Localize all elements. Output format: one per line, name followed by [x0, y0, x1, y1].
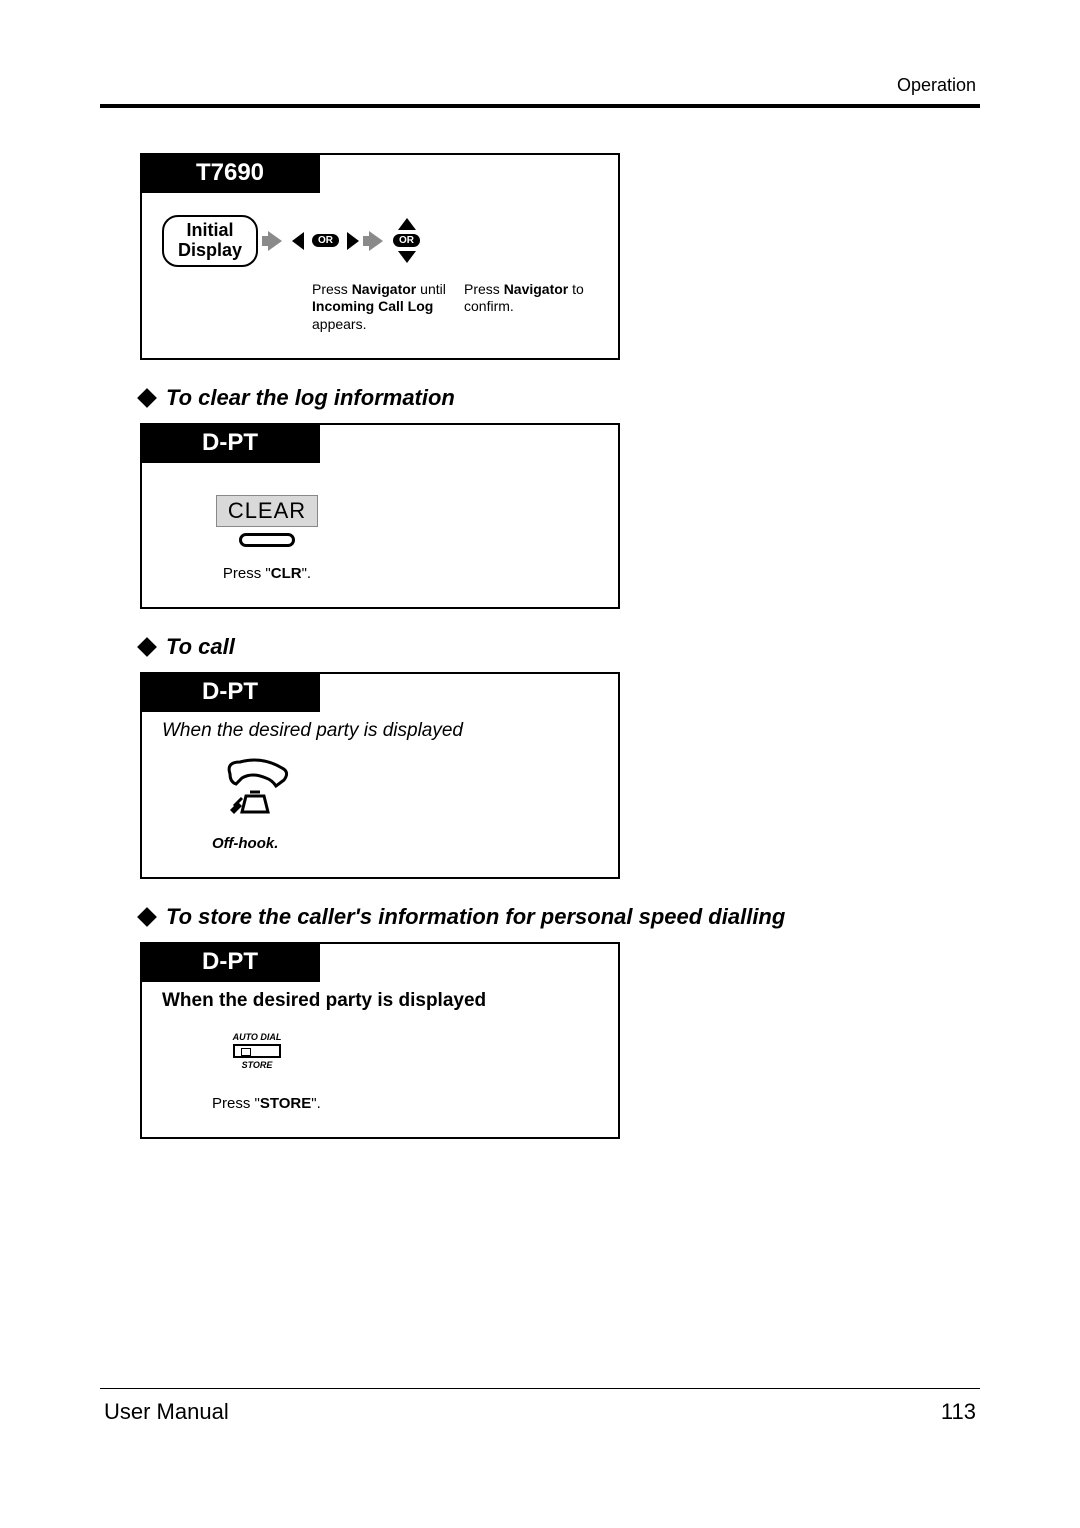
store-label: STORE — [217, 1060, 297, 1070]
nav-down-icon — [398, 251, 416, 263]
card-store: D-PT When the desired party is displayed… — [140, 942, 620, 1139]
press-store-text: Press "STORE". — [212, 1095, 598, 1112]
nav-up-icon — [398, 218, 416, 230]
card-call: D-PT When the desired party is displayed… — [140, 672, 620, 879]
autodial-label: AUTO DIAL — [217, 1032, 297, 1042]
section-clear-title: To clear the log information — [140, 385, 980, 411]
flow-arrow-1 — [268, 231, 282, 251]
card-clear: D-PT CLEAR Press "CLR". — [140, 423, 620, 609]
bullet-diamond — [137, 388, 157, 408]
navigator-left-right: OR — [292, 232, 359, 250]
call-subtitle: When the desired party is displayed — [162, 720, 618, 742]
nav-right-icon — [347, 232, 359, 250]
header-rule — [100, 104, 980, 108]
or-pill-1: OR — [312, 234, 339, 247]
tab-dpt-store: D-PT — [140, 942, 320, 982]
store-key-icon — [233, 1044, 281, 1058]
bullet-diamond — [137, 907, 157, 927]
initial-display-l1: Initial — [187, 220, 234, 240]
page: Operation T7690 Initial Display OR — [100, 75, 980, 1425]
card-t7690-body: Initial Display OR OR — [142, 195, 618, 358]
nav-left-icon — [292, 232, 304, 250]
clear-button-group: CLEAR Press "CLR". — [202, 495, 332, 582]
initial-display-badge: Initial Display — [162, 215, 258, 267]
footer-left: User Manual — [104, 1399, 229, 1425]
initial-display-l2: Display — [178, 240, 242, 260]
footer-right: 113 — [941, 1399, 976, 1425]
tab-t7690: T7690 — [140, 153, 320, 193]
section-store-title: To store the caller's information for pe… — [140, 904, 980, 930]
or-pill-2: OR — [393, 234, 420, 247]
bullet-diamond — [137, 637, 157, 657]
store-key-group: AUTO DIAL STORE — [217, 1032, 297, 1070]
tab-dpt-clear: D-PT — [140, 423, 320, 463]
footer-rule — [100, 1388, 980, 1389]
flow-arrow-2 — [369, 231, 383, 251]
navigator-up-down: OR — [393, 218, 420, 263]
store-subtitle: When the desired party is displayed — [162, 990, 618, 1012]
offhook-label: Off-hook. — [212, 835, 598, 852]
header-section: Operation — [100, 75, 980, 96]
section-call-title: To call — [140, 634, 980, 660]
card-t7690: T7690 Initial Display OR — [140, 153, 620, 360]
caption-navigator-1: Press Navigator until Incoming Call Log … — [312, 281, 446, 334]
caption-navigator-2: Press Navigator to confirm. — [464, 281, 598, 334]
offhook-icon — [222, 756, 598, 823]
clear-key-label: CLEAR — [216, 495, 318, 527]
press-clr-text: Press "CLR". — [202, 565, 332, 582]
tab-dpt-call: D-PT — [140, 672, 320, 712]
clear-key-icon — [239, 533, 295, 547]
footer: User Manual 113 — [100, 1388, 980, 1425]
